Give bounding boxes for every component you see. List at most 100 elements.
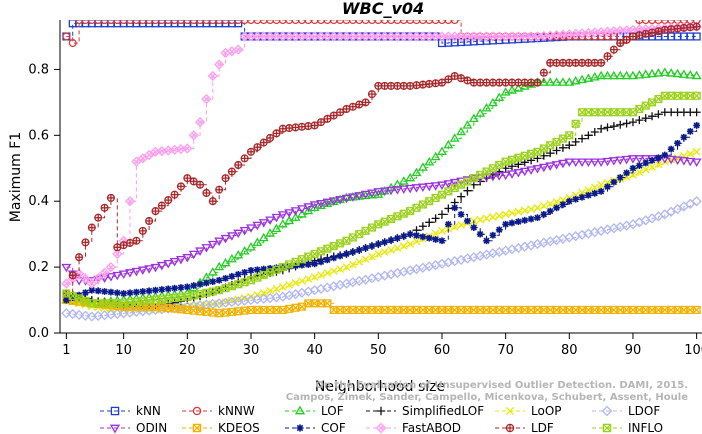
data-point-inflo bbox=[558, 134, 567, 143]
data-point-lof bbox=[538, 77, 549, 86]
data-point-odin bbox=[564, 158, 575, 167]
data-point-odin bbox=[468, 174, 479, 184]
data-point-loop bbox=[489, 213, 497, 221]
data-point-lof bbox=[449, 133, 460, 142]
data-point-ldf bbox=[183, 174, 192, 183]
data-point-odin bbox=[112, 271, 123, 281]
data-point-loop bbox=[355, 257, 364, 266]
data-point-lof bbox=[647, 68, 657, 78]
data-point-simplifiedlof bbox=[597, 124, 606, 133]
data-point-odin bbox=[608, 157, 619, 166]
data-point-ldf bbox=[234, 160, 243, 170]
data-point-simplifiedlof bbox=[431, 214, 440, 223]
legend-item-simplifiedlof: SimplifiedLOF bbox=[366, 404, 484, 418]
data-point-cof bbox=[164, 285, 172, 293]
data-point-ldf bbox=[196, 180, 205, 189]
data-point-loop bbox=[654, 160, 663, 169]
data-point-loop bbox=[431, 229, 440, 238]
data-point-cof bbox=[655, 154, 662, 162]
data-point-lof bbox=[666, 68, 677, 77]
data-point-ldf bbox=[240, 154, 249, 163]
data-point-lof bbox=[481, 103, 492, 112]
y-tick-label: 0.0 bbox=[28, 326, 49, 341]
data-point-cof bbox=[374, 240, 382, 248]
data-point-lof bbox=[411, 167, 422, 177]
series-kdeos bbox=[62, 296, 701, 318]
data-point-odin bbox=[367, 189, 377, 198]
data-point-ldf bbox=[628, 32, 638, 41]
data-point-cof bbox=[311, 260, 319, 268]
data-point-loop bbox=[291, 279, 300, 287]
data-point-knnw bbox=[62, 32, 71, 41]
data-point-loop bbox=[317, 271, 325, 279]
data-point-cof bbox=[400, 232, 408, 240]
data-point-ldf bbox=[355, 100, 364, 109]
data-point-odin bbox=[347, 193, 358, 202]
data-point-odin bbox=[284, 209, 295, 218]
data-point-odin bbox=[258, 219, 269, 228]
data-point-odin bbox=[207, 240, 218, 250]
data-point-ldf bbox=[170, 190, 179, 199]
legend-label: kNN bbox=[136, 404, 161, 418]
y-axis-label: Maximum F1 bbox=[8, 132, 24, 222]
data-point-cof bbox=[139, 288, 147, 295]
data-point-lof bbox=[596, 70, 607, 80]
data-point-odin bbox=[411, 184, 422, 193]
data-point-cof bbox=[559, 201, 567, 208]
data-point-cof bbox=[343, 250, 350, 258]
x-tick-label: 80 bbox=[561, 343, 578, 358]
data-point-simplifiedlof bbox=[565, 141, 574, 150]
data-point-odin bbox=[150, 263, 161, 273]
data-point-inflo bbox=[654, 95, 663, 104]
data-point-lof bbox=[252, 237, 263, 246]
data-point-loop bbox=[635, 168, 644, 177]
data-point-cof bbox=[317, 258, 325, 266]
data-point-cof bbox=[368, 242, 376, 250]
data-point-lof bbox=[430, 151, 441, 161]
data-point-cof bbox=[222, 274, 229, 282]
data-point-lof bbox=[214, 261, 225, 271]
data-point-lof bbox=[226, 253, 237, 263]
data-point-fastabod bbox=[131, 156, 142, 167]
data-point-ldf bbox=[367, 90, 377, 99]
data-point-cof bbox=[540, 210, 548, 218]
data-point-lof bbox=[207, 267, 218, 276]
data-point-cof bbox=[553, 204, 560, 212]
data-point-cof bbox=[483, 237, 490, 245]
data-point-odin bbox=[685, 157, 696, 167]
data-point-loop bbox=[539, 201, 548, 210]
data-point-odin bbox=[233, 229, 244, 239]
data-point-lof bbox=[589, 72, 600, 81]
data-point-odin bbox=[144, 265, 155, 274]
data-point-ldof bbox=[67, 308, 78, 320]
series-line-knnw bbox=[66, 20, 697, 44]
legend-item-knnw: kNNW bbox=[182, 404, 255, 418]
data-point-inflo bbox=[565, 131, 574, 140]
data-point-odin bbox=[551, 161, 562, 170]
data-point-odin bbox=[169, 257, 180, 267]
data-point-odin bbox=[239, 227, 250, 236]
data-point-cof bbox=[585, 191, 592, 199]
legend-label: ODIN bbox=[136, 421, 167, 434]
legend-label: LDOF bbox=[628, 404, 660, 418]
data-point-loop bbox=[304, 275, 313, 283]
data-point-loop bbox=[476, 215, 485, 224]
data-point-fastabod bbox=[137, 153, 148, 164]
data-point-fastabod bbox=[112, 248, 123, 260]
data-point-loop bbox=[329, 267, 338, 275]
data-point-lof bbox=[417, 162, 428, 171]
data-point-cof bbox=[298, 261, 306, 269]
data-point-lof bbox=[265, 228, 276, 237]
x-axis-label: Neighborhood size bbox=[315, 379, 445, 395]
data-point-cof bbox=[323, 256, 331, 264]
data-point-lof bbox=[577, 74, 587, 84]
data-point-cof bbox=[489, 231, 497, 239]
data-point-cof bbox=[355, 246, 363, 254]
data-point-cof bbox=[578, 193, 586, 201]
data-point-lof bbox=[258, 232, 269, 242]
data-point-ldof bbox=[691, 196, 702, 207]
data-point-lof bbox=[239, 245, 250, 255]
data-point-fastabod bbox=[207, 70, 218, 82]
data-point-odin bbox=[379, 187, 390, 196]
data-point-odin bbox=[106, 273, 116, 282]
